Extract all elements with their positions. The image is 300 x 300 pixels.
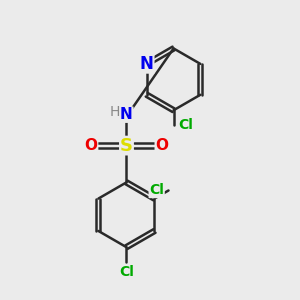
Text: Cl: Cl [149, 184, 164, 197]
Text: S: S [120, 136, 133, 154]
Text: Cl: Cl [119, 265, 134, 279]
Text: N: N [140, 55, 154, 73]
Text: N: N [120, 107, 133, 122]
Text: Cl: Cl [178, 118, 193, 132]
Text: O: O [155, 138, 168, 153]
Text: H: H [110, 105, 120, 119]
Text: O: O [85, 138, 98, 153]
